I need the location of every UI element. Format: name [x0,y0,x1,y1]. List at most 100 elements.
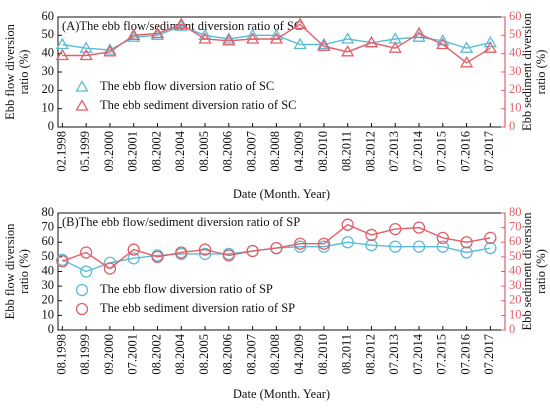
x-axis-label: Date (Month. Year) [233,187,330,201]
y2-tick-label: 0 [509,322,515,336]
marker [127,252,140,265]
y-tick-label: 20 [42,293,55,307]
x-tick-label: 08.2002 [149,131,163,172]
marker [127,243,140,256]
x-tick-label: 07.2013 [387,131,401,172]
y2-tick-label: 30 [509,64,522,78]
marker [270,241,283,255]
marker [150,26,165,39]
y-tick-label: 0 [48,119,54,133]
x-tick-label: 08.2011 [340,334,354,374]
x-tick-label: 08.2007 [244,334,258,375]
x-tick-label: 07.2017 [482,131,496,172]
y-tick-label: 50 [42,249,55,263]
chart-title: (B)The ebb flow/sediment diversion ratio… [62,215,300,229]
x-tick-label: 08.2006 [221,334,235,375]
y2-tick-label: 50 [509,249,522,263]
marker [459,56,474,68]
x-tick-label: 08.2001 [126,131,140,172]
y-tick-label: 10 [42,307,55,321]
marker [389,222,402,236]
x-axis-label: Date (Month. Year) [233,387,330,401]
x-tick-label: 08.2012 [363,131,377,172]
x-tick-label: 08.1998 [54,334,68,375]
series-line [62,223,491,270]
marker [483,35,497,48]
marker [293,17,307,29]
y-tick-label: 60 [42,9,55,23]
y2-axis-label: ratio (%) [534,249,548,294]
marker [75,99,89,111]
y-axis-label: ratio (%) [17,50,31,95]
marker [364,35,379,48]
marker [341,45,355,57]
marker [484,241,497,255]
y2-tick-label: 60 [509,9,522,23]
x-tick-label: 08.2012 [363,334,377,375]
marker [222,32,236,44]
marker [79,48,93,61]
y2-axis-label: ratio (%) [534,50,548,95]
y-tick-label: 40 [42,263,55,277]
y-axis-label: Ebb flow diversion [3,223,17,320]
marker [55,37,70,50]
marker [460,236,473,249]
y-tick-label: 10 [42,101,55,115]
marker [388,41,402,53]
legend-label: The ebb flow diversion ratio of SP [100,282,273,296]
series-line [62,241,491,273]
marker [80,246,93,259]
marker [341,32,355,44]
x-tick-label: 08.2010 [316,334,330,375]
x-tick-label: 08.2002 [149,334,163,375]
x-tick-label: 08.2005 [197,334,211,375]
y2-tick-label: 20 [509,82,522,96]
series-line [62,23,491,64]
marker [436,240,449,253]
x-tick-label: 07.2015 [435,334,449,375]
x-tick-label: 08.2006 [221,131,235,172]
x-tick-label: 08.2008 [268,334,282,375]
marker [79,41,93,53]
x-tick-label: 07.2013 [387,334,401,375]
y-tick-label: 50 [42,27,55,41]
marker [75,283,89,297]
x-tick-label: 07.2017 [482,334,496,375]
y-tick-label: 30 [42,64,55,78]
y-tick-label: 60 [42,234,55,248]
marker [222,249,235,262]
marker [365,228,378,242]
y-axis-label: ratio (%) [17,249,31,294]
marker [412,26,426,39]
y2-tick-label: 40 [509,263,522,277]
y2-tick-label: 0 [509,119,515,133]
x-tick-label: 07.2001 [126,334,140,375]
y-tick-label: 30 [42,278,55,292]
marker [293,240,307,253]
marker [198,32,212,44]
x-tick-label: 07.2014 [411,333,425,374]
y-tick-label: 70 [42,220,55,234]
marker [80,265,93,278]
x-tick-label: 07.2016 [458,131,472,172]
y2-axis-label: Ebb sediment diversion [520,212,534,331]
x-tick-label: 08.2007 [244,131,258,172]
y2-tick-label: 50 [509,27,522,41]
marker [103,262,117,275]
marker [198,243,212,256]
marker [483,41,497,53]
marker [198,247,212,261]
marker [269,32,283,44]
x-tick-label: 02.1998 [54,131,68,172]
marker [412,240,426,253]
marker [75,302,89,316]
marker [175,246,188,259]
marker [389,240,402,253]
y2-tick-label: 40 [509,46,522,60]
marker [412,221,426,234]
x-tick-label: 08.2010 [316,131,330,172]
marker [150,28,165,40]
x-tick-label: 09.2000 [102,131,116,172]
marker [103,45,117,57]
